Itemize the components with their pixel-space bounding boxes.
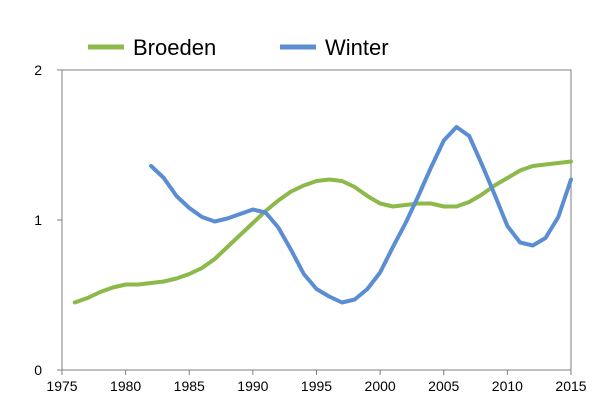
plot-area [61, 69, 573, 371]
x-tick-label: 2015 [555, 378, 586, 394]
x-tick-label: 1985 [174, 378, 205, 394]
x-tick-label: 1995 [301, 378, 332, 394]
y-axis: 0 1 2 [34, 62, 62, 378]
legend: Broeden Winter [88, 35, 389, 60]
y-tick-label: 2 [34, 62, 42, 78]
y-tick-label: 0 [34, 362, 42, 378]
x-tick-label: 1975 [46, 378, 77, 394]
legend-label-winter: Winter [325, 35, 389, 60]
series-layer [72, 125, 573, 305]
x-tick-label: 1980 [110, 378, 141, 394]
legend-label-broeden: Broeden [133, 35, 216, 60]
x-tick-label: 2000 [365, 378, 396, 394]
series-line-winter [149, 125, 573, 305]
series-line-broeden [72, 159, 573, 305]
y-tick-label: 1 [34, 212, 42, 228]
x-tick-label: 2010 [492, 378, 523, 394]
x-tick-label: 1990 [237, 378, 268, 394]
plot-frame [61, 69, 572, 371]
x-tick-label: 2005 [428, 378, 459, 394]
x-axis: 1975 1980 1985 1990 1995 2000 2005 2010 2015 [46, 370, 587, 394]
